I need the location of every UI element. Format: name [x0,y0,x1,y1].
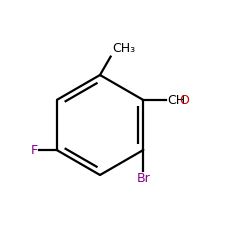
Text: CH: CH [167,94,185,106]
Text: CH₃: CH₃ [112,42,135,55]
Text: Br: Br [136,172,150,186]
Text: F: F [31,144,38,156]
Text: O: O [179,94,189,106]
